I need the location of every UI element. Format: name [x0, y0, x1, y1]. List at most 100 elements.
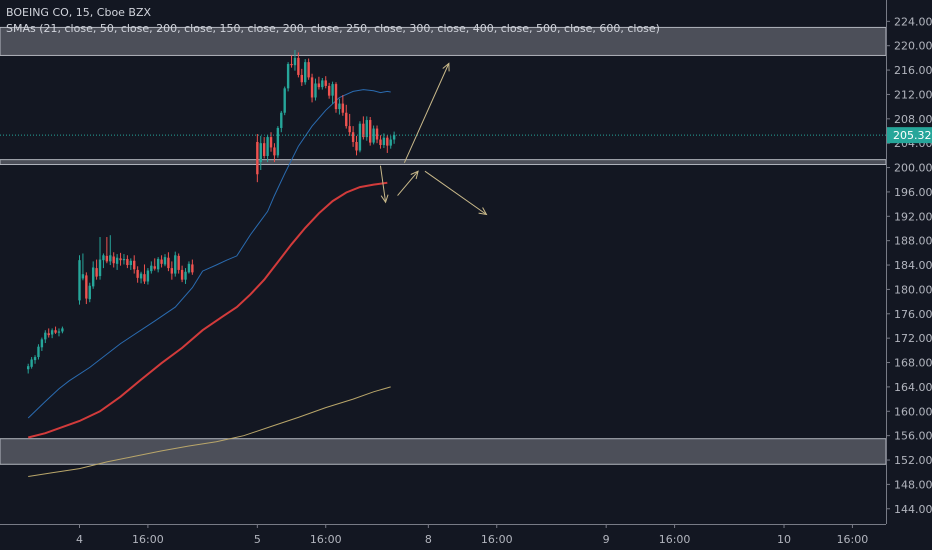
- candle[interactable]: [33, 355, 37, 364]
- candle[interactable]: [40, 337, 44, 351]
- candle[interactable]: [362, 116, 365, 140]
- annotation-arrow[interactable]: [403, 62, 450, 163]
- candle[interactable]: [78, 255, 81, 305]
- candle[interactable]: [44, 330, 47, 344]
- candle[interactable]: [379, 135, 382, 149]
- candle[interactable]: [115, 254, 119, 270]
- candle[interactable]: [85, 272, 88, 305]
- candle[interactable]: [327, 82, 331, 99]
- candle[interactable]: [47, 328, 50, 338]
- candle[interactable]: [324, 76, 327, 89]
- candle[interactable]: [259, 135, 262, 170]
- candle[interactable]: [57, 328, 61, 337]
- x-axis[interactable]: 4 16:00 5 16:00 8 16:00 9 16:00 10 16:00: [0, 524, 932, 550]
- candle[interactable]: [283, 86, 286, 116]
- candle[interactable]: [102, 253, 105, 269]
- candle[interactable]: [187, 261, 191, 274]
- candle[interactable]: [358, 121, 362, 153]
- candle[interactable]: [273, 143, 276, 163]
- candle[interactable]: [95, 259, 98, 280]
- candle[interactable]: [37, 344, 40, 360]
- candle[interactable]: [112, 252, 115, 268]
- sma-short-line[interactable]: [27, 89, 391, 419]
- candle[interactable]: [372, 125, 375, 145]
- candle[interactable]: [293, 49, 297, 71]
- lower-support-zone[interactable]: [0, 438, 887, 465]
- candle[interactable]: [167, 252, 170, 272]
- candle[interactable]: [163, 254, 167, 267]
- candle[interactable]: [191, 259, 194, 275]
- candle[interactable]: [27, 363, 30, 374]
- candle[interactable]: [50, 328, 54, 339]
- indicator-title[interactable]: SMAs (21, close, 50, close, 200, close, …: [6, 22, 660, 35]
- candle[interactable]: [375, 125, 379, 144]
- candle[interactable]: [54, 326, 57, 334]
- candle[interactable]: [81, 253, 85, 281]
- candle[interactable]: [180, 265, 184, 283]
- candle[interactable]: [256, 134, 259, 183]
- candle[interactable]: [88, 282, 91, 303]
- candle[interactable]: [286, 62, 290, 92]
- annotation-arrow[interactable]: [397, 170, 419, 196]
- candle[interactable]: [126, 255, 129, 269]
- candle[interactable]: [348, 113, 351, 136]
- candle[interactable]: [331, 81, 334, 104]
- candle[interactable]: [334, 82, 338, 113]
- candle[interactable]: [276, 126, 280, 158]
- candle[interactable]: [153, 258, 156, 271]
- candle[interactable]: [269, 132, 273, 152]
- candle[interactable]: [160, 255, 163, 268]
- candle[interactable]: [143, 264, 146, 284]
- candle[interactable]: [61, 326, 64, 334]
- candle[interactable]: [290, 55, 293, 68]
- candle[interactable]: [136, 266, 139, 283]
- candle[interactable]: [129, 258, 132, 270]
- candle[interactable]: [170, 261, 174, 280]
- candle[interactable]: [262, 137, 266, 159]
- candle[interactable]: [30, 357, 33, 369]
- candle[interactable]: [174, 251, 177, 277]
- last-price-label[interactable]: 205.32: [887, 127, 932, 144]
- annotation-arrow[interactable]: [379, 165, 389, 204]
- support-zone[interactable]: [0, 159, 887, 166]
- candle[interactable]: [310, 73, 314, 103]
- candle[interactable]: [369, 116, 372, 146]
- candle[interactable]: [150, 261, 153, 274]
- candle[interactable]: [184, 268, 187, 284]
- candle[interactable]: [280, 110, 283, 133]
- candle[interactable]: [156, 257, 160, 273]
- candle[interactable]: [314, 78, 317, 101]
- candle[interactable]: [392, 131, 396, 144]
- candle[interactable]: [105, 237, 109, 264]
- candle[interactable]: [98, 237, 102, 280]
- candle[interactable]: [297, 52, 300, 78]
- candle[interactable]: [382, 133, 386, 149]
- candle[interactable]: [304, 59, 307, 85]
- candle[interactable]: [300, 68, 303, 86]
- candle[interactable]: [177, 253, 180, 274]
- candle[interactable]: [338, 98, 341, 115]
- sma-long-line[interactable]: [28, 386, 391, 477]
- annotation-arrow[interactable]: [424, 170, 488, 216]
- candle[interactable]: [122, 254, 126, 265]
- candle[interactable]: [341, 95, 345, 116]
- sma-mid-line[interactable]: [27, 181, 388, 439]
- candle[interactable]: [321, 77, 324, 90]
- y-axis[interactable]: 224.00220.00216.00212.00208.00204.00200.…: [886, 0, 932, 550]
- candle[interactable]: [266, 134, 269, 163]
- candle[interactable]: [91, 261, 95, 289]
- candle[interactable]: [109, 235, 112, 266]
- candle[interactable]: [139, 271, 143, 284]
- candle[interactable]: [355, 135, 358, 156]
- candle[interactable]: [307, 58, 310, 80]
- candle[interactable]: [133, 255, 136, 274]
- candle[interactable]: [146, 268, 150, 285]
- candle[interactable]: [317, 76, 321, 90]
- candle[interactable]: [345, 104, 348, 129]
- symbol-title[interactable]: BOEING CO, 15, Cboe BZX: [6, 6, 152, 19]
- candle[interactable]: [119, 252, 122, 266]
- candle[interactable]: [365, 116, 368, 141]
- candle[interactable]: [351, 126, 355, 147]
- candle[interactable]: [389, 135, 392, 149]
